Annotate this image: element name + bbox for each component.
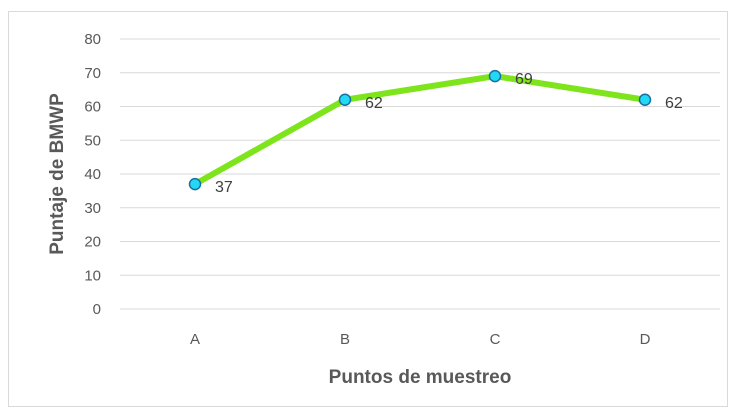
series: [188, 69, 652, 191]
chart-frame: [8, 11, 728, 407]
x-tick-label: D: [640, 331, 651, 348]
y-axis-tick-labels: 0 10 20 30 40 50 60 70 80: [84, 31, 101, 318]
x-tick-label: A: [190, 331, 200, 348]
gridlines: [120, 38, 720, 310]
y-tick-label: 60: [84, 99, 101, 116]
data-label: 62: [665, 95, 683, 112]
data-point: [488, 69, 502, 83]
x-axis-title: Puntos de muestreo: [329, 367, 512, 388]
y-tick-label: 10: [84, 267, 101, 284]
y-tick-label: 50: [84, 132, 101, 149]
y-tick-label: 0: [93, 301, 101, 318]
x-tick-label: B: [340, 331, 350, 348]
y-tick-label: 70: [84, 65, 101, 82]
x-axis-tick-labels: A B C D: [190, 331, 651, 348]
y-tick-label: 30: [84, 200, 101, 217]
y-axis-title: Puntaje de BMWP: [47, 93, 68, 255]
y-tick-label: 80: [84, 31, 101, 48]
data-label: 62: [365, 95, 383, 112]
y-tick-label: 40: [84, 166, 101, 183]
data-label: 69: [515, 71, 533, 88]
x-tick-label: C: [490, 331, 501, 348]
data-point: [638, 93, 652, 106]
data-point: [338, 93, 352, 106]
series-line: [192, 73, 648, 188]
data-label: 37: [215, 179, 233, 196]
data-point: [188, 177, 202, 191]
data-labels: 37 62 69 62: [215, 71, 683, 196]
y-tick-label: 20: [84, 234, 101, 251]
